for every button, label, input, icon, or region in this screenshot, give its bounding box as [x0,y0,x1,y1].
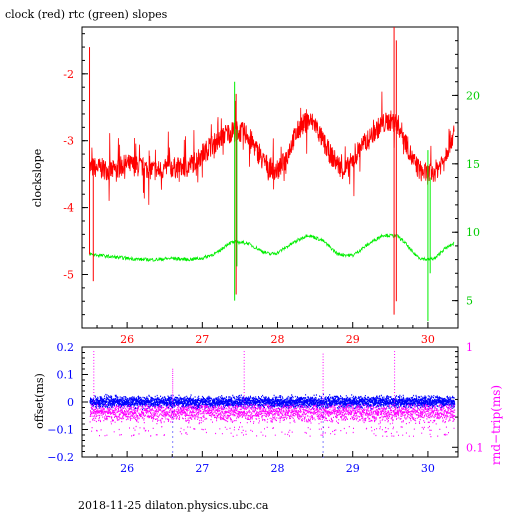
offset-left-tick-label: 0.2 [57,341,75,354]
slope-right-axis: 20 15 10 5 [452,40,480,315]
rnd-trip-tick-label: 0.1 [466,441,484,454]
offset-x-tick-label: 28 [271,462,285,475]
slope-left-tick-label: -3 [63,135,74,148]
slope-panel: 26 27 28 29 30 -2 -3 -4 -5 20 15 10 5 clockslope [31,26,480,346]
offset-x-tick-label: 30 [421,462,435,475]
footer-caption: 2018-11-25 dilaton.physics.ubc.ca [78,499,269,512]
slope-left-tick-label: -2 [63,68,74,81]
rnd-trip-spike [172,368,174,414]
slope-left-tick-label: -5 [63,268,74,281]
slope-left-tick-label: -4 [63,202,74,215]
slope-y-label: clockslope [31,149,44,207]
offset-spike [322,401,324,458]
offset-left-axis: 0.2 0.1 0 −0.1 −0.2 [47,341,88,464]
slope-x-axis: 26 27 28 29 30 [96,322,435,346]
rnd-trip-spike [394,351,396,414]
slope-x-tick-label: 29 [346,333,360,346]
slope-x-tick-label: 28 [271,333,285,346]
chart-title: clock (red) rtc (green) slopes [5,8,168,21]
offset-x-tick-label: 26 [120,462,134,475]
offset-left-tick-label: 0.1 [57,369,75,382]
rtc-slope-line [89,233,455,262]
rnd-trip-spike [322,353,324,414]
rnd-trip-y-label: rnd−trip(ms) [489,385,503,465]
offset-left-tick-label: −0.2 [47,451,74,464]
slope-left-axis: -2 -3 -4 -5 [63,33,88,329]
rnd-trip-spike [243,351,245,414]
slope-x-tick-label: 26 [120,333,134,346]
slope-x-tick-label: 27 [195,333,209,346]
offset-x-tick-label: 29 [346,462,360,475]
slope-right-tick-label: 15 [466,158,480,171]
rnd-trip-tick-label: 1 [466,341,473,354]
slope-right-tick-label: 20 [466,89,480,102]
slope-right-tick-label: 10 [466,226,480,239]
slope-plot-frame [81,26,459,329]
slope-right-tick-label: 5 [466,295,473,308]
offset-points [89,393,456,411]
offset-y-label: offset(ms) [33,373,46,429]
rnd-trip-points [89,403,456,438]
offset-x-axis: 26 27 28 29 30 [96,451,435,475]
offset-left-tick-label: −0.1 [47,424,74,437]
offset-right-axis: 10.1 [452,341,484,454]
offset-panel: 26 27 28 29 30 0.20.10−0.1−0.2 10.1 offset(m… [33,341,503,475]
offset-left-tick-label: 0 [67,396,74,409]
offset-x-tick-label: 27 [195,462,209,475]
slope-x-tick-label: 30 [421,333,435,346]
slope-series [89,27,455,322]
offset-series [89,351,456,458]
rnd-trip-spike [93,351,95,414]
clock-slope-line [89,91,455,205]
offset-spike [172,401,174,458]
